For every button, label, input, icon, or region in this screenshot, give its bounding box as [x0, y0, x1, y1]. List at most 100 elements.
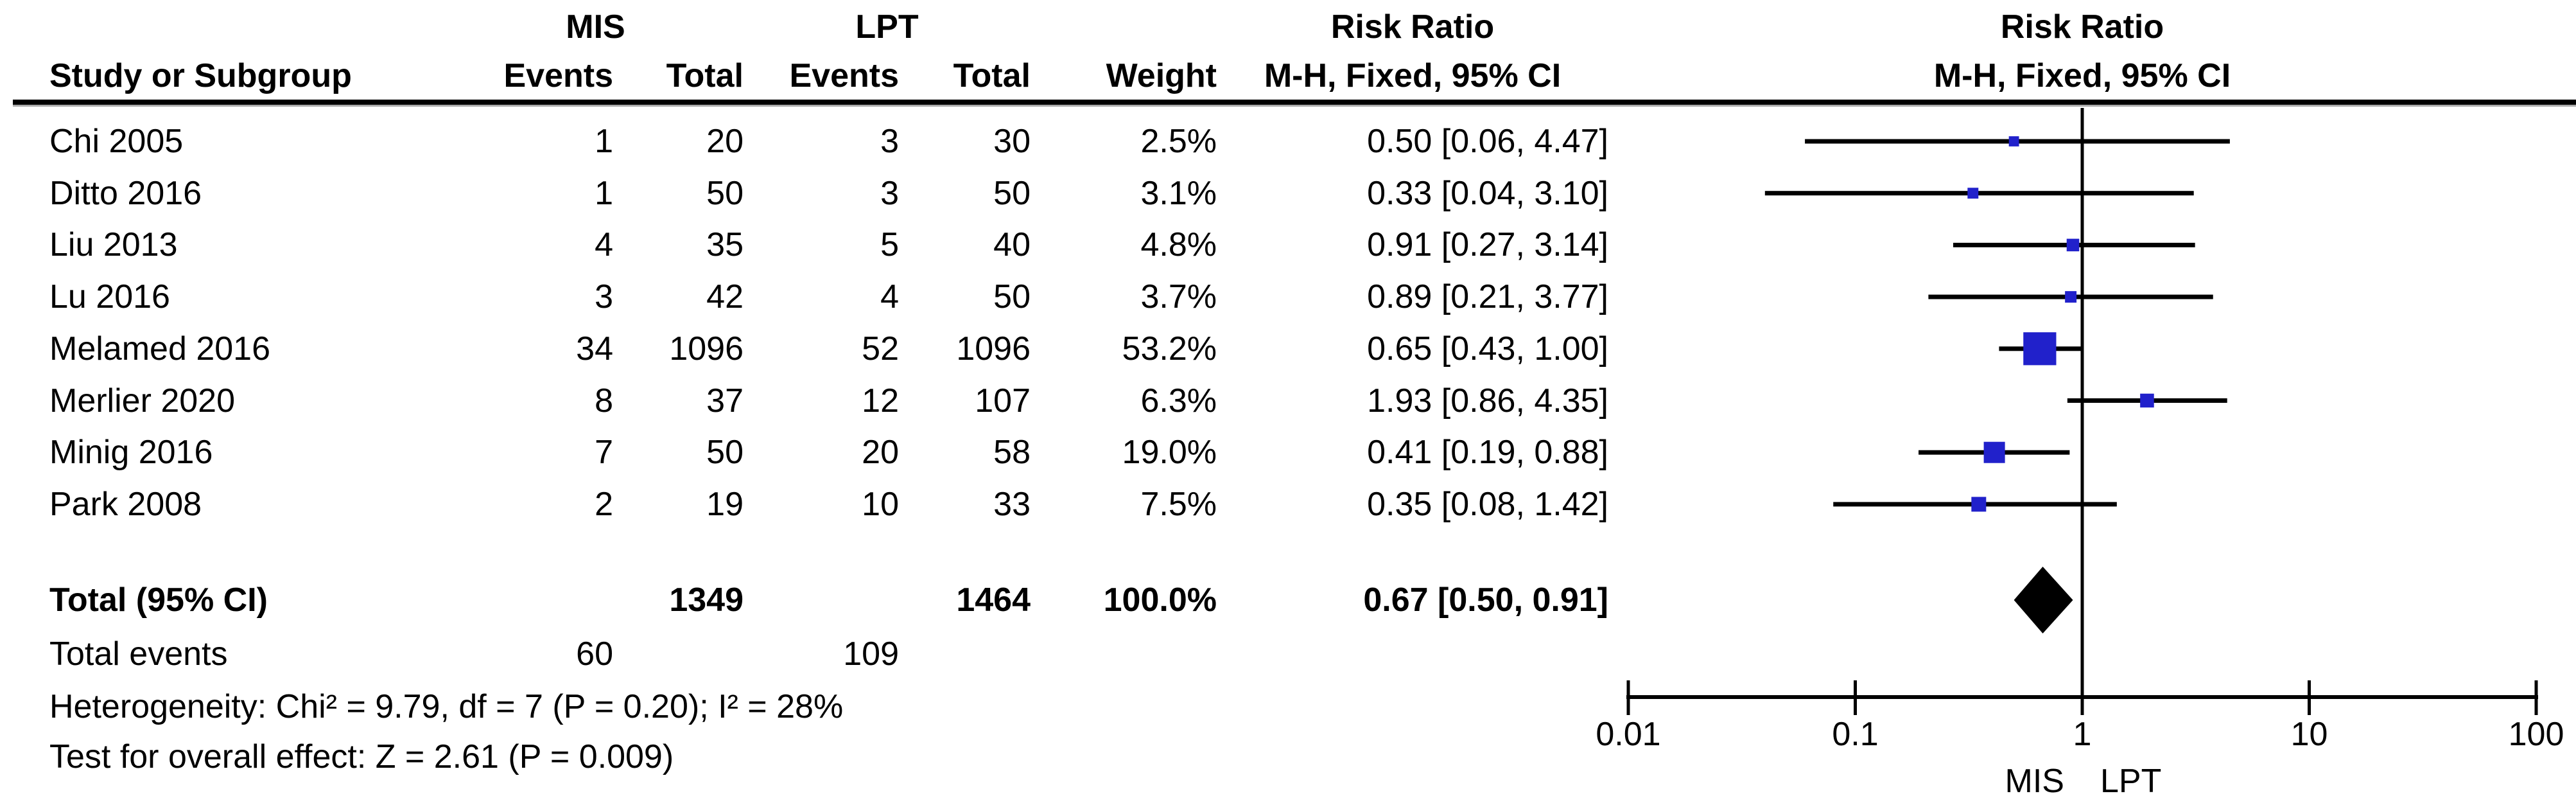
lpt-events: 4 — [880, 278, 899, 316]
total-rr-ci: 0.67 [0.50, 0.91] — [1363, 581, 1608, 619]
table-row: Minig 2016 7 50 20 58 19.0% 0.41 [0.19, 0.88] — [0, 427, 1608, 478]
lpt-total: 107 — [975, 382, 1031, 420]
mis-events: 4 — [595, 226, 613, 264]
weight: 53.2% — [1122, 330, 1217, 367]
table-row: Lu 2016 3 42 4 50 3.7% 0.89 [0.21, 3.77] — [0, 271, 1608, 323]
table-row: Ditto 2016 1 50 3 50 3.1% 0.33 [0.04, 3.10] — [0, 168, 1608, 219]
table-row: Melamed 2016 34 1096 52 1096 53.2% 0.65 [0.43,… — [0, 323, 1608, 375]
x-axis-tick-label: 0.1 — [1832, 716, 1878, 753]
mis-total: 50 — [706, 434, 744, 472]
study-name: Ditto 2016 — [49, 174, 202, 212]
effect-marker — [2066, 238, 2080, 252]
group-header-mis: MIS — [566, 8, 625, 46]
x-axis-tick-label: 10 — [2291, 716, 2328, 753]
ci-line — [1919, 450, 2070, 455]
effect-marker — [1983, 441, 2005, 463]
study-name: Minig 2016 — [49, 434, 213, 472]
total-lpt-total: 1464 — [956, 581, 1031, 619]
ci-line — [1833, 502, 2117, 507]
overall-effect-text: Test for overall effect: Z = 2.61 (P = 0… — [49, 738, 674, 775]
group-header-row: MIS LPT Risk Ratio — [0, 5, 1608, 49]
rr-ci-text: 0.41 [0.19, 0.88] — [1367, 434, 1608, 472]
rr-ci-text: 0.89 [0.21, 3.77] — [1367, 278, 1608, 316]
weight: 7.5% — [1140, 485, 1217, 523]
total-events-row: Total events 60 109 — [0, 628, 1608, 680]
weight: 3.1% — [1140, 174, 1217, 212]
lpt-total: 33 — [993, 485, 1031, 523]
table-row: Chi 2005 1 20 3 30 2.5% 0.50 [0.06, 4.47] — [0, 116, 1608, 167]
column-header-row: Study or Subgroup Events Total Events To… — [0, 54, 1608, 98]
rr-ci-text: 0.65 [0.43, 1.00] — [1367, 330, 1608, 367]
group-header-lpt: LPT — [855, 8, 919, 46]
table-row: Park 2008 2 19 10 33 7.5% 0.35 [0.08, 1.42] — [0, 479, 1608, 530]
x-axis-tick — [2534, 680, 2538, 715]
column-header-lpt-total: Total — [953, 57, 1031, 94]
table-row: Merlier 2020 8 37 12 107 6.3% 1.93 [0.86, 4.35… — [0, 375, 1608, 427]
study-name: Melamed 2016 — [49, 330, 270, 367]
ci-line — [1999, 346, 2082, 351]
x-axis-tick — [1854, 680, 1857, 715]
effect-marker — [2008, 136, 2019, 146]
group-header-risk-ratio: Risk Ratio — [1330, 8, 1495, 46]
x-axis-tick — [2308, 680, 2311, 715]
ci-line — [1764, 191, 2194, 196]
heterogeneity-text: Heterogeneity: Chi² = 9.79, df = 7 (P = … — [49, 688, 844, 725]
mis-total: 20 — [706, 123, 744, 160]
x-axis-tick — [2080, 680, 2084, 715]
rr-ci-text: 0.33 [0.04, 3.10] — [1367, 174, 1608, 212]
weight: 19.0% — [1122, 434, 1217, 472]
weight: 6.3% — [1140, 382, 1217, 420]
lpt-events: 20 — [862, 434, 899, 472]
x-axis-line — [1626, 695, 2538, 699]
mis-events: 2 — [595, 485, 613, 523]
effect-marker — [1967, 188, 1979, 199]
lpt-total: 40 — [993, 226, 1031, 264]
x-axis-tick-label: 100 — [2509, 716, 2564, 753]
study-name: Merlier 2020 — [49, 382, 236, 420]
total-events-mis: 60 — [576, 635, 613, 673]
lpt-total: 50 — [993, 174, 1031, 212]
rr-ci-text: 0.91 [0.27, 3.14] — [1367, 226, 1608, 264]
mis-events: 1 — [595, 123, 613, 160]
plot-header-mh-fixed: M-H, Fixed, 95% CI — [1933, 57, 2231, 94]
total-weight: 100.0% — [1103, 581, 1217, 619]
favours-left-label: MIS — [2005, 763, 2064, 800]
column-header-mis-total: Total — [666, 57, 744, 94]
total-events-label: Total events — [49, 635, 228, 673]
lpt-events: 3 — [880, 123, 899, 160]
total-events-lpt: 109 — [843, 635, 899, 673]
mis-total: 1096 — [669, 330, 744, 367]
mis-events: 3 — [595, 278, 613, 316]
rr-ci-text: 0.35 [0.08, 1.42] — [1367, 485, 1608, 523]
lpt-events: 12 — [862, 382, 899, 420]
mis-events: 34 — [576, 330, 613, 367]
weight: 2.5% — [1140, 123, 1217, 160]
weight: 4.8% — [1140, 226, 1217, 264]
ci-line — [1928, 294, 2213, 299]
effect-marker — [2065, 291, 2077, 303]
favours-right-label: LPT — [2100, 763, 2161, 800]
lpt-total: 50 — [993, 278, 1031, 316]
effect-marker — [2140, 393, 2154, 408]
effect-marker — [1971, 497, 1987, 512]
column-header-mis-events: Events — [503, 57, 613, 94]
lpt-total: 30 — [993, 123, 1031, 160]
plot-header-risk-ratio: Risk Ratio — [2000, 8, 2164, 46]
mis-total: 50 — [706, 174, 744, 212]
lpt-events: 10 — [862, 485, 899, 523]
column-header-lpt-events: Events — [789, 57, 899, 94]
study-name: Lu 2016 — [49, 278, 170, 316]
total-row: Total (95% CI) 1349 1464 100.0% 0.67 [0.… — [0, 574, 1608, 626]
mis-total: 35 — [706, 226, 744, 264]
total-mis-total: 1349 — [669, 581, 744, 619]
ci-line — [2067, 398, 2227, 403]
mis-total: 19 — [706, 485, 744, 523]
column-header-mh-fixed: M-H, Fixed, 95% CI — [1264, 57, 1562, 94]
header-rule-shadow — [13, 105, 2576, 107]
lpt-events: 5 — [880, 226, 899, 264]
overall-diamond — [2014, 567, 2073, 633]
mis-total: 42 — [706, 278, 744, 316]
study-name: Park 2008 — [49, 485, 202, 523]
effect-marker — [2023, 332, 2057, 366]
